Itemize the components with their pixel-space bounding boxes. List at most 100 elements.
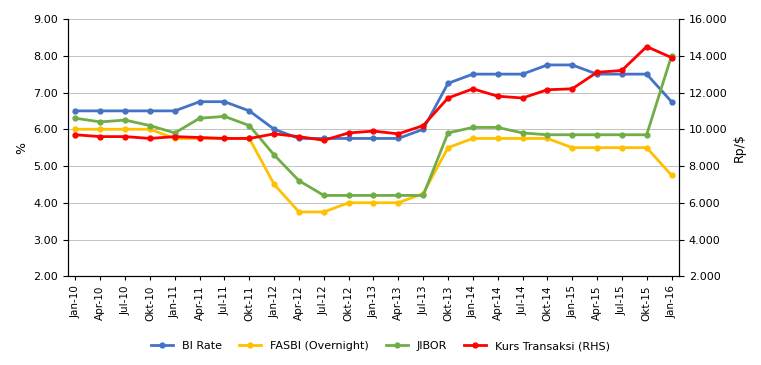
JIBOR [617,132,626,137]
Line: BI Rate: BI Rate [73,62,674,141]
Kurs Transaksi (RHS) [220,136,229,141]
Kurs Transaksi (RHS) [642,45,651,49]
BI Rate [444,81,453,85]
Line: JIBOR: JIBOR [73,53,674,198]
FASBI (Overnight) [71,127,80,131]
Kurs Transaksi (RHS) [667,55,676,60]
FASBI (Overnight) [568,145,577,150]
JIBOR [419,193,428,197]
BI Rate [269,127,279,131]
JIBOR [344,193,353,197]
JIBOR [393,193,403,197]
Kurs Transaksi (RHS) [518,96,527,100]
JIBOR [593,132,602,137]
JIBOR [96,120,105,124]
Kurs Transaksi (RHS) [468,87,477,91]
JIBOR [369,193,378,197]
Kurs Transaksi (RHS) [295,134,304,139]
JIBOR [444,131,453,135]
JIBOR [220,114,229,119]
BI Rate [518,72,527,76]
BI Rate [96,109,105,113]
Kurs Transaksi (RHS) [419,123,428,128]
JIBOR [145,123,154,128]
BI Rate [593,72,602,76]
BI Rate [568,63,577,67]
FASBI (Overnight) [96,127,105,131]
Kurs Transaksi (RHS) [393,132,403,136]
Kurs Transaksi (RHS) [96,134,105,139]
Kurs Transaksi (RHS) [493,94,502,99]
BI Rate [145,109,154,113]
Legend: BI Rate, FASBI (Overnight), JIBOR, Kurs Transaksi (RHS): BI Rate, FASBI (Overnight), JIBOR, Kurs … [147,337,614,356]
JIBOR [245,123,254,128]
Kurs Transaksi (RHS) [71,132,80,137]
JIBOR [120,118,129,122]
Kurs Transaksi (RHS) [593,70,602,74]
Kurs Transaksi (RHS) [120,134,129,139]
BI Rate [468,72,477,76]
FASBI (Overnight) [369,201,378,205]
Kurs Transaksi (RHS) [245,136,254,141]
BI Rate [170,109,180,113]
FASBI (Overnight) [145,127,154,131]
BI Rate [543,63,552,67]
FASBI (Overnight) [269,182,279,187]
FASBI (Overnight) [245,136,254,141]
FASBI (Overnight) [295,210,304,214]
Line: Kurs Transaksi (RHS): Kurs Transaksi (RHS) [73,44,674,143]
Kurs Transaksi (RHS) [269,132,279,136]
BI Rate [120,109,129,113]
Kurs Transaksi (RHS) [170,134,180,139]
Kurs Transaksi (RHS) [444,96,453,100]
BI Rate [393,136,403,141]
Kurs Transaksi (RHS) [145,136,154,141]
BI Rate [295,136,304,141]
JIBOR [71,116,80,120]
Kurs Transaksi (RHS) [320,138,329,142]
FASBI (Overnight) [667,173,676,177]
BI Rate [493,72,502,76]
FASBI (Overnight) [468,136,477,141]
BI Rate [419,127,428,131]
Kurs Transaksi (RHS) [568,87,577,91]
Y-axis label: Rp/$: Rp/$ [733,133,746,162]
BI Rate [617,72,626,76]
FASBI (Overnight) [120,127,129,131]
FASBI (Overnight) [444,145,453,150]
Kurs Transaksi (RHS) [543,88,552,92]
FASBI (Overnight) [642,145,651,150]
FASBI (Overnight) [195,136,204,141]
BI Rate [195,100,204,104]
JIBOR [269,153,279,157]
BI Rate [71,109,80,113]
BI Rate [344,136,353,141]
FASBI (Overnight) [320,210,329,214]
JIBOR [642,132,651,137]
FASBI (Overnight) [617,145,626,150]
Kurs Transaksi (RHS) [369,129,378,133]
FASBI (Overnight) [593,145,602,150]
Kurs Transaksi (RHS) [195,135,204,140]
FASBI (Overnight) [344,201,353,205]
FASBI (Overnight) [419,191,428,196]
FASBI (Overnight) [393,201,403,205]
BI Rate [320,136,329,141]
FASBI (Overnight) [220,136,229,141]
JIBOR [667,54,676,58]
FASBI (Overnight) [170,136,180,141]
BI Rate [642,72,651,76]
BI Rate [245,109,254,113]
JIBOR [543,132,552,137]
FASBI (Overnight) [493,136,502,141]
BI Rate [369,136,378,141]
BI Rate [667,100,676,104]
JIBOR [568,132,577,137]
JIBOR [493,125,502,130]
Kurs Transaksi (RHS) [344,131,353,135]
JIBOR [295,178,304,183]
Line: FASBI (Overnight): FASBI (Overnight) [73,127,674,214]
JIBOR [518,131,527,135]
JIBOR [320,193,329,197]
JIBOR [195,116,204,120]
